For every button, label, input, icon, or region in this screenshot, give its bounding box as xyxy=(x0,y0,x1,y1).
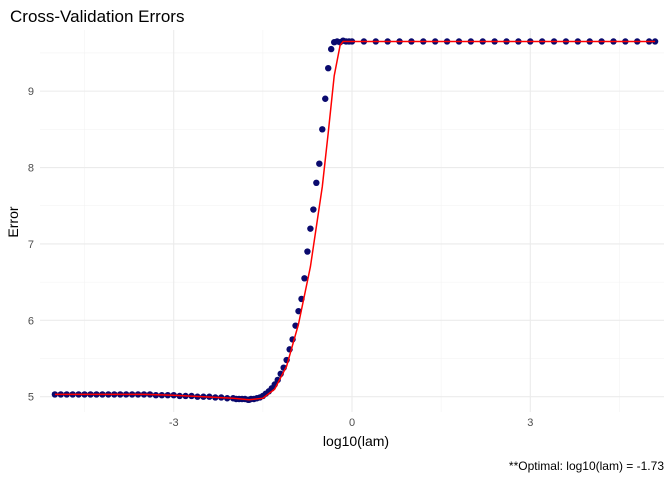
data-point xyxy=(307,225,314,232)
x-axis-ticks: -3 0 3 xyxy=(169,417,534,429)
y-tick-label: 7 xyxy=(28,239,34,251)
data-point xyxy=(319,126,326,133)
fit-line-group xyxy=(54,40,656,401)
x-axis-title: log10(lam) xyxy=(323,433,389,449)
y-axis-title: Error xyxy=(5,206,21,237)
data-point xyxy=(301,275,308,282)
data-point xyxy=(310,206,317,213)
y-tick-label: 5 xyxy=(28,392,34,404)
data-point xyxy=(316,160,323,167)
major-gridlines xyxy=(40,30,664,412)
x-tick-label: 0 xyxy=(349,417,355,429)
fit-line xyxy=(54,40,656,401)
y-axis-ticks: 5 6 7 8 9 xyxy=(28,86,34,404)
y-tick-label: 8 xyxy=(28,163,34,175)
chart-title: Cross-Validation Errors xyxy=(10,7,184,26)
data-point xyxy=(51,391,59,398)
x-tick-label: 3 xyxy=(527,417,533,429)
optimal-caption: **Optimal: log10(lam) = -1.73 xyxy=(509,459,664,473)
data-point xyxy=(322,95,329,102)
data-points xyxy=(51,37,659,403)
data-point xyxy=(313,179,320,186)
x-tick-label: -3 xyxy=(169,417,179,429)
data-point xyxy=(328,45,335,53)
data-point xyxy=(304,248,311,255)
y-tick-label: 9 xyxy=(28,86,34,98)
y-tick-label: 6 xyxy=(28,315,34,327)
data-point xyxy=(325,65,332,72)
